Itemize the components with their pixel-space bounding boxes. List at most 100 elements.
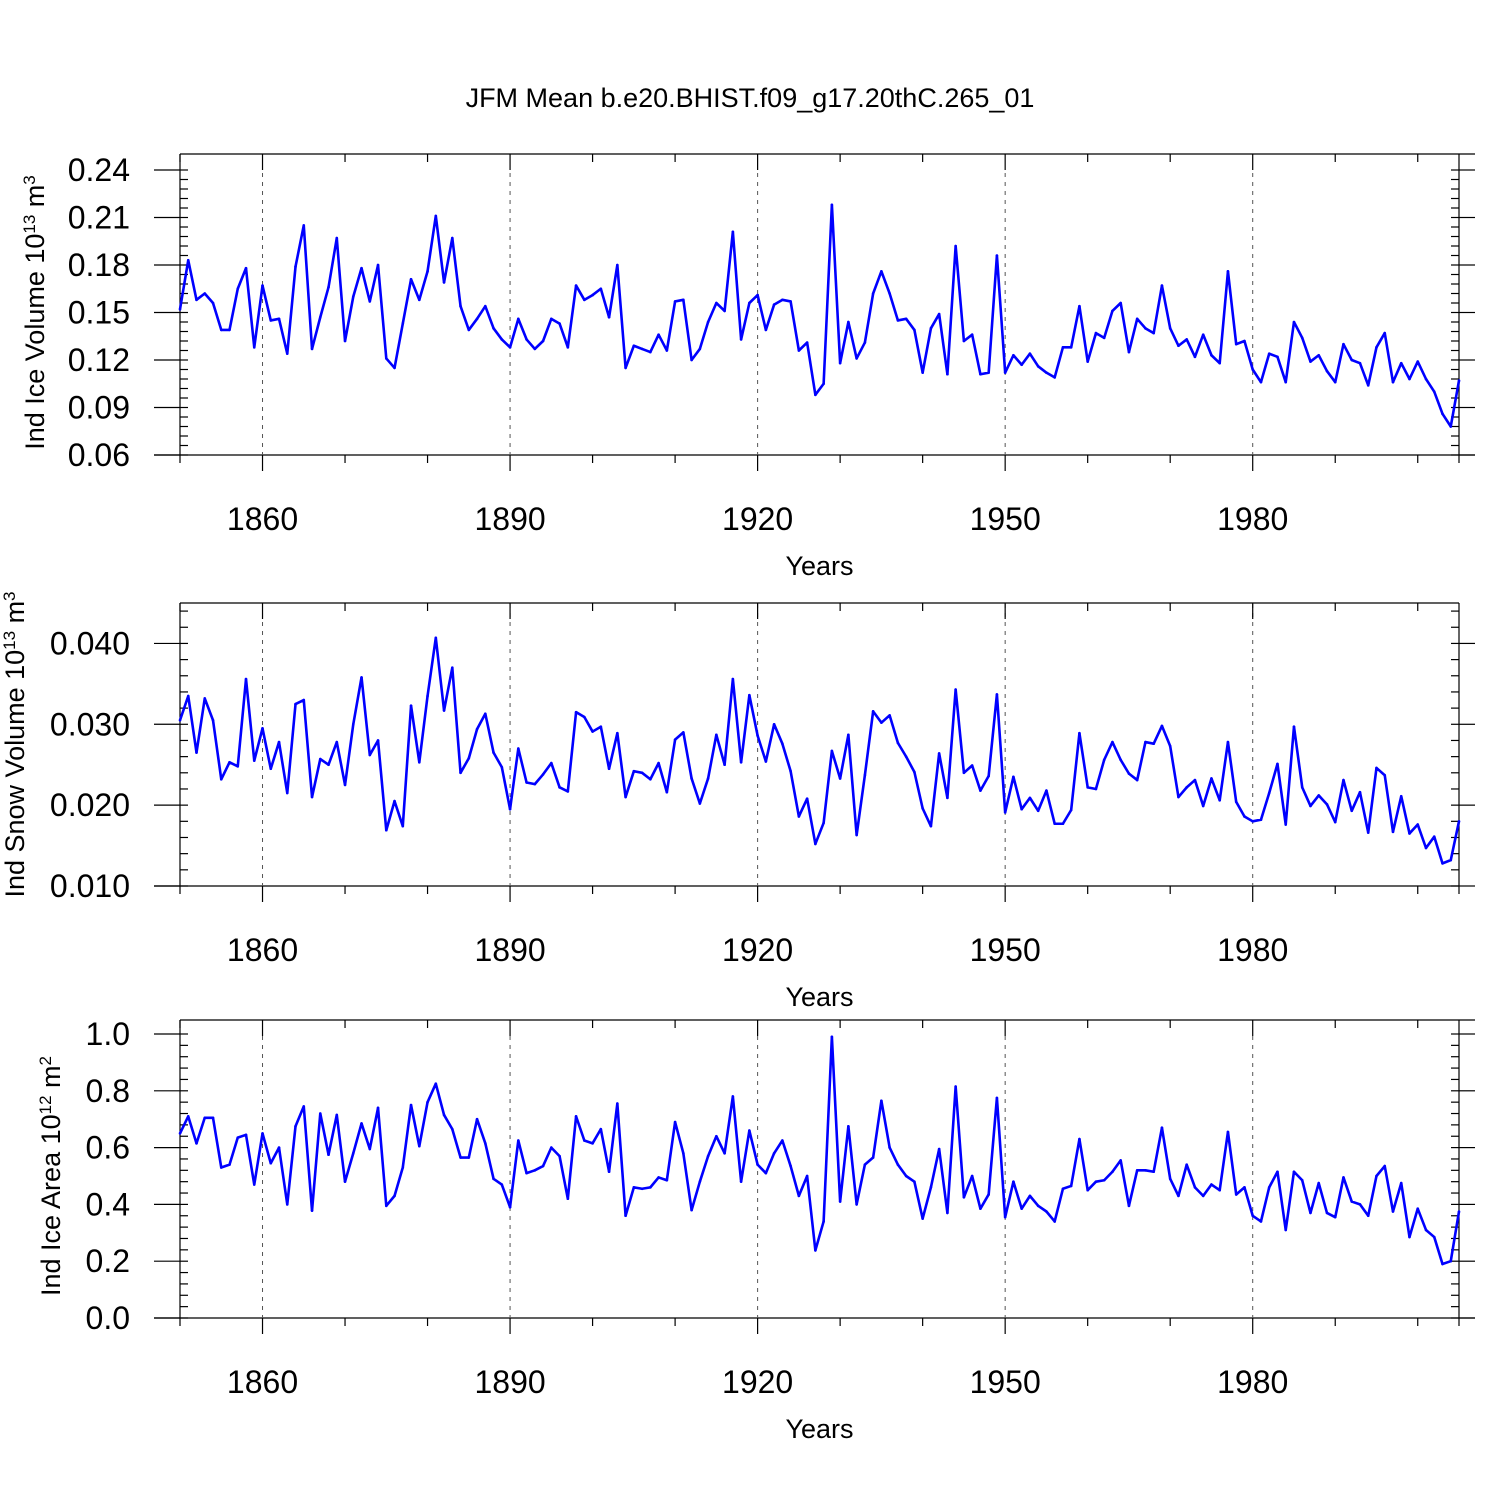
data-point (1333, 380, 1337, 384)
data-point (1119, 1159, 1122, 1162)
data-point (855, 833, 858, 837)
data-point (888, 1146, 891, 1149)
data-point (269, 1161, 273, 1165)
data-point (1185, 786, 1188, 789)
data-point (351, 1151, 355, 1155)
data-point (599, 1127, 603, 1131)
data-point (558, 322, 561, 325)
data-point (855, 357, 858, 360)
data-point (550, 1146, 553, 1149)
y-tick-label: 0.09 (68, 390, 130, 426)
data-point (954, 244, 957, 248)
data-point (1036, 809, 1040, 813)
data-point (178, 718, 182, 722)
x-tick-label: 1890 (474, 501, 545, 537)
y-tick-label: 0.8 (86, 1073, 130, 1109)
data-point (896, 741, 900, 745)
data-point (409, 704, 413, 707)
data-point (1333, 1215, 1337, 1219)
data-point (376, 739, 380, 742)
data-point (1036, 1204, 1040, 1208)
data-point (302, 698, 306, 702)
data-point (682, 298, 685, 302)
data-point (401, 322, 405, 325)
y-tick-label: 0.06 (68, 437, 130, 473)
data-point (236, 287, 240, 291)
data-point (1424, 846, 1428, 850)
data-point (484, 304, 487, 308)
data-point (772, 303, 776, 306)
data-point (616, 1102, 619, 1105)
data-point (698, 802, 702, 805)
data-point (1193, 355, 1197, 359)
x-tick-label: 1860 (227, 501, 298, 537)
data-point (591, 1142, 594, 1145)
data-point (640, 771, 644, 775)
data-point (805, 797, 809, 800)
data-point (781, 742, 784, 745)
data-point (995, 1096, 999, 1100)
figure-title: JFM Mean b.e20.BHIST.f09_g17.20thC.265_0… (466, 83, 1035, 113)
data-point (1201, 1194, 1205, 1198)
data-point (1003, 811, 1007, 814)
data-point (541, 339, 545, 343)
data-point (302, 1105, 306, 1108)
data-point (1086, 1188, 1089, 1192)
data-point (376, 1106, 380, 1110)
data-point (500, 765, 504, 769)
x-tick-label: 1920 (722, 932, 793, 968)
data-point (1267, 791, 1271, 795)
data-point (789, 300, 792, 303)
data-point (838, 1200, 842, 1203)
data-point (583, 298, 586, 302)
data-point (409, 1103, 413, 1107)
y-tick-label: 0.040 (50, 625, 130, 661)
y-axis-label-superscript: 3 (0, 591, 19, 600)
data-point (1094, 331, 1098, 335)
data-point (285, 1203, 289, 1206)
data-point (1383, 331, 1387, 335)
data-point (1218, 1188, 1221, 1192)
data-point (1119, 758, 1122, 762)
data-point (1078, 1137, 1081, 1141)
data-point (789, 1164, 792, 1168)
data-point (904, 317, 908, 321)
data-point (252, 1183, 256, 1186)
data-point (475, 317, 479, 321)
data-point (616, 263, 619, 267)
data-point (1036, 365, 1040, 368)
data-point (318, 315, 322, 319)
data-point (186, 258, 190, 262)
data-point (764, 1171, 768, 1175)
data-point (871, 1156, 875, 1159)
data-point (1144, 1169, 1147, 1172)
data-point (418, 1144, 421, 1148)
data-point (1012, 353, 1015, 357)
data-point (805, 341, 809, 344)
data-point (368, 753, 372, 757)
data-point (756, 293, 759, 297)
data-point (1416, 823, 1420, 826)
data-point (1309, 360, 1312, 363)
data-point (384, 1204, 388, 1208)
data-point (219, 777, 223, 781)
data-point (368, 1147, 372, 1151)
data-point (739, 338, 743, 341)
data-point (1399, 1181, 1403, 1185)
data-point (1424, 377, 1428, 381)
data-point (1144, 740, 1147, 744)
data-point (1243, 815, 1246, 818)
data-point (937, 752, 941, 755)
x-axis-label: Years (785, 1414, 853, 1444)
data-point (979, 1207, 982, 1210)
data-point (1449, 858, 1453, 862)
data-point (492, 751, 495, 754)
y-axis-label-part: Ind Snow Volume 10 (0, 650, 30, 898)
data-point (1119, 301, 1122, 305)
data-point (401, 1166, 405, 1169)
data-point (1333, 820, 1337, 824)
data-point (1218, 361, 1221, 365)
data-point (1300, 1178, 1304, 1182)
data-point (517, 747, 520, 750)
data-point (1457, 820, 1461, 823)
